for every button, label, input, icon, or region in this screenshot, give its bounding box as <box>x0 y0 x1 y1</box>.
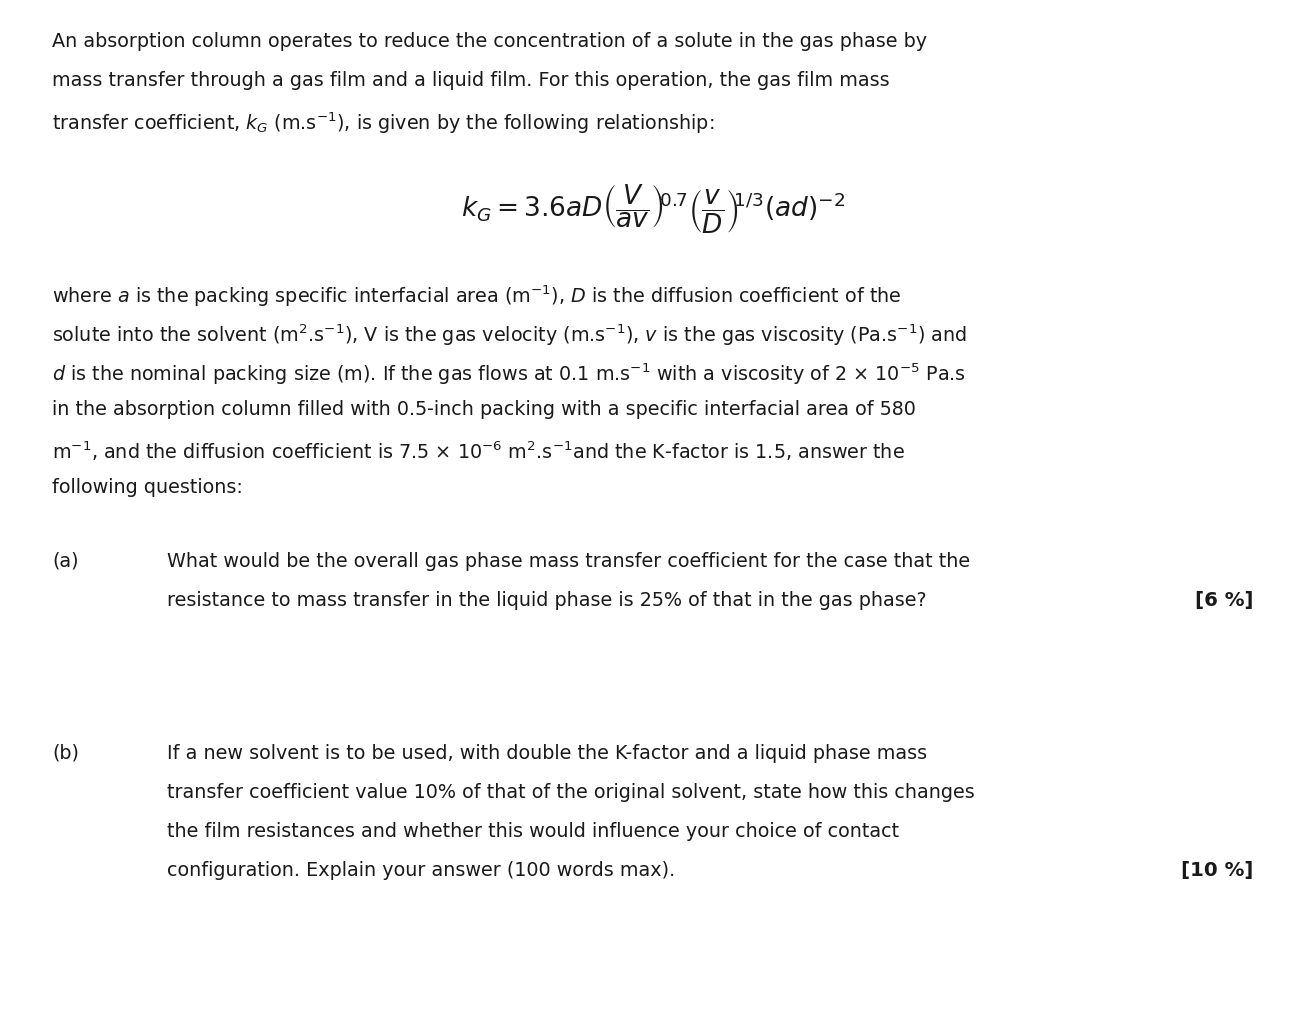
Text: the film resistances and whether this would influence your choice of contact: the film resistances and whether this wo… <box>167 821 900 840</box>
Text: solute into the solvent (m$^2$.s$^{-1}$), V is the gas velocity (m.s$^{-1}$), $v: solute into the solvent (m$^2$.s$^{-1}$)… <box>52 321 968 348</box>
Text: [6 %]: [6 %] <box>1195 589 1254 609</box>
Text: $d$ is the nominal packing size (m). If the gas flows at 0.1 m.s$^{-1}$ with a v: $d$ is the nominal packing size (m). If … <box>52 361 966 386</box>
Text: [10 %]: [10 %] <box>1182 859 1254 879</box>
Text: If a new solvent is to be used, with double the K-factor and a liquid phase mass: If a new solvent is to be used, with dou… <box>167 743 927 762</box>
Text: $k_G = 3.6aD\left(\dfrac{V}{av}\right)^{\!\!0.7}\left(\dfrac{v}{D}\right)^{\!\!1: $k_G = 3.6aD\left(\dfrac{V}{av}\right)^{… <box>461 182 845 235</box>
Text: transfer coefficient value 10% of that of the original solvent, state how this c: transfer coefficient value 10% of that o… <box>167 783 974 801</box>
Text: resistance to mass transfer in the liquid phase is 25% of that in the gas phase?: resistance to mass transfer in the liqui… <box>167 589 927 609</box>
Text: m$^{-1}$, and the diffusion coefficient is 7.5 × 10$^{-6}$ m$^2$.s$^{-1}$and the: m$^{-1}$, and the diffusion coefficient … <box>52 439 905 462</box>
Text: mass transfer through a gas film and a liquid film. For this operation, the gas : mass transfer through a gas film and a l… <box>52 71 889 90</box>
Text: An absorption column operates to reduce the concentration of a solute in the gas: An absorption column operates to reduce … <box>52 32 927 52</box>
Text: following questions:: following questions: <box>52 478 243 496</box>
Text: configuration. Explain your answer (100 words max).: configuration. Explain your answer (100 … <box>167 859 675 879</box>
Text: in the absorption column filled with 0.5-inch packing with a specific interfacia: in the absorption column filled with 0.5… <box>52 399 916 419</box>
Text: (a): (a) <box>52 551 78 570</box>
Text: transfer coefficient, $k_G$ (m.s$^{-1}$), is given by the following relationship: transfer coefficient, $k_G$ (m.s$^{-1}$)… <box>52 110 714 135</box>
Text: where $a$ is the packing specific interfacial area (m$^{-1}$), $D$ is the diffus: where $a$ is the packing specific interf… <box>52 283 901 308</box>
Text: (b): (b) <box>52 743 80 762</box>
Text: What would be the overall gas phase mass transfer coefficient for the case that : What would be the overall gas phase mass… <box>167 551 970 570</box>
